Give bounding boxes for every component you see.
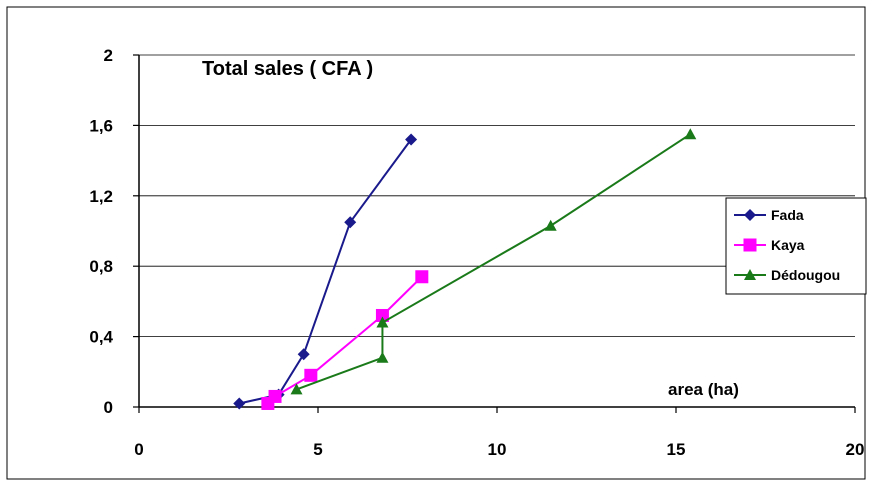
legend-marker — [744, 209, 756, 221]
chart-border — [6, 6, 866, 480]
data-point — [297, 348, 310, 361]
data-point — [375, 308, 389, 322]
x-tick-label: 0 — [134, 440, 143, 459]
y-tick-label: 2 — [104, 46, 113, 65]
legend-label: Dédougou — [771, 267, 840, 283]
x-tick-label: 5 — [313, 440, 322, 459]
legend-label: Fada — [771, 207, 804, 223]
y-tick-label: 0,8 — [89, 257, 113, 276]
data-point — [233, 397, 246, 410]
x-axis-title: area (ha) — [668, 380, 739, 399]
legend-label: Kaya — [771, 237, 805, 253]
data-point — [376, 351, 389, 363]
legend: Fada Kaya Dédougou — [725, 197, 867, 295]
data-point — [376, 316, 389, 328]
series-2 — [290, 128, 697, 395]
legend-marker — [743, 238, 757, 252]
data-point — [344, 216, 357, 229]
data-point — [304, 368, 318, 382]
tick-labels: 00,40,81,21,620 5 10 15 20 — [89, 46, 864, 459]
y-tick-label: 0,4 — [89, 328, 113, 347]
data-point — [290, 383, 303, 395]
x-tick-label: 15 — [667, 440, 686, 459]
data-point — [415, 270, 429, 284]
data-point — [684, 128, 697, 140]
series-1 — [261, 270, 429, 410]
series — [233, 128, 697, 410]
data-point — [268, 389, 282, 403]
y-tick-label: 0 — [104, 398, 113, 417]
data-point — [405, 133, 418, 146]
y-axis-title: Total sales ( CFA ) — [202, 58, 373, 80]
x-tick-label: 20 — [846, 440, 865, 459]
data-point — [544, 219, 557, 231]
legend-marker — [744, 269, 756, 280]
x-tick-label: 10 — [488, 440, 507, 459]
y-tick-label: 1,2 — [89, 187, 113, 206]
y-tick-label: 1,6 — [89, 116, 113, 135]
